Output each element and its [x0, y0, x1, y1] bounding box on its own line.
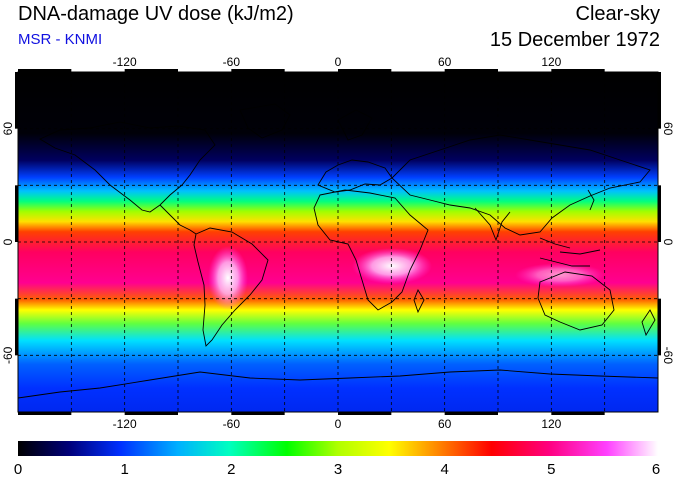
lat-label-right: -60 — [661, 347, 675, 365]
lon-label-top: -120 — [113, 55, 137, 69]
colorbar-label: 1 — [120, 461, 128, 478]
colorbar-label: 2 — [227, 461, 235, 478]
left-lat-labels: 60 0 -60 — [1, 122, 15, 364]
lat-label-right: 0 — [661, 239, 675, 246]
colorbar-label: 3 — [334, 461, 342, 478]
colorbar-label: 4 — [440, 461, 448, 478]
bottom-lon-labels: -120 -60 0 60 120 — [113, 417, 562, 431]
lon-label-bottom: 0 — [335, 417, 342, 431]
lat-label-left: 60 — [1, 122, 15, 136]
lat-label-left: 0 — [1, 238, 15, 245]
australia-hotspot — [515, 263, 605, 287]
lon-label-bottom: -120 — [113, 417, 137, 431]
colorbar-label: 6 — [652, 461, 660, 478]
map-title: DNA-damage UV dose (kJ/m2) — [18, 3, 294, 25]
colorbar-label: 0 — [14, 461, 22, 478]
date-label: 15 December 1972 — [489, 29, 660, 51]
lat-label-right: 60 — [661, 122, 675, 136]
colorbar-label: 5 — [547, 461, 555, 478]
lon-label-top: 120 — [541, 55, 561, 69]
colorbar — [18, 441, 658, 456]
sky-condition-label: Clear-sky — [575, 3, 660, 25]
graticule — [18, 72, 658, 412]
lon-label-top: 60 — [438, 55, 452, 69]
source-label: MSR - KNMI — [18, 31, 103, 48]
lon-label-bottom: -60 — [223, 417, 241, 431]
lon-label-bottom: 60 — [438, 417, 452, 431]
africa-hotspot — [352, 248, 432, 284]
lon-label-top: -60 — [223, 55, 241, 69]
top-lon-labels: -120 -60 0 60 120 — [113, 55, 562, 69]
lon-label-top: 0 — [335, 55, 342, 69]
lat-label-left: -60 — [1, 346, 15, 364]
map-frame — [15, 69, 661, 415]
right-lat-labels: 60 0 -60 — [661, 122, 675, 364]
lon-label-bottom: 120 — [541, 417, 561, 431]
colorbar-labels: 0 1 2 3 4 5 6 — [14, 461, 660, 478]
south-america-hotspot — [208, 246, 248, 310]
